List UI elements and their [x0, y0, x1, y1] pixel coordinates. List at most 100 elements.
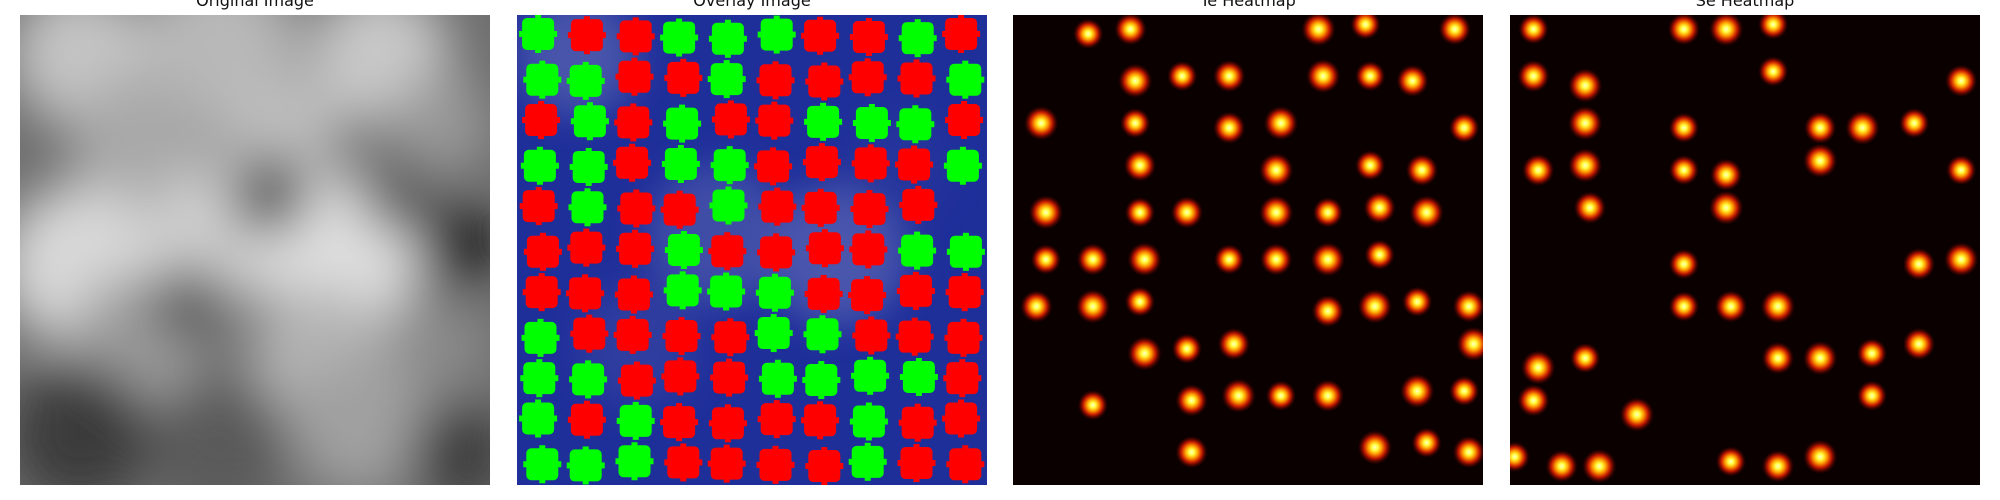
red-atom-marker — [615, 57, 654, 96]
green-atom-marker — [663, 104, 702, 143]
te-spot — [1175, 436, 1208, 469]
se-spot — [1709, 190, 1744, 225]
se-spot — [1845, 110, 1880, 145]
te-spot — [1357, 289, 1392, 324]
red-atom-marker — [851, 144, 890, 183]
green-atom-marker — [898, 19, 937, 58]
te-spot — [1076, 243, 1109, 276]
se-spot — [1709, 15, 1744, 47]
se-spot — [1803, 341, 1838, 376]
red-atom-marker — [567, 400, 606, 439]
green-atom-marker — [758, 359, 797, 398]
se-spot — [1568, 106, 1603, 141]
red-atom-marker — [805, 447, 844, 485]
red-atom-marker — [895, 145, 934, 184]
green-atom-marker — [615, 442, 654, 481]
te-spot — [1350, 15, 1381, 40]
te-spot — [1402, 286, 1433, 317]
se-spot — [1668, 249, 1699, 280]
te-spot — [1214, 244, 1245, 275]
te-spot — [1411, 427, 1442, 458]
gray-blob — [20, 365, 150, 485]
green-atom-marker — [664, 231, 703, 269]
red-atom-marker — [613, 315, 652, 354]
se-spot — [1803, 143, 1838, 178]
gray-blob — [360, 155, 440, 235]
red-atom-marker — [897, 59, 936, 98]
te-spot — [1221, 378, 1256, 413]
gray-blob — [230, 155, 310, 235]
se-spot — [1902, 328, 1935, 360]
green-atom-marker — [943, 146, 982, 185]
green-atom-marker — [523, 60, 562, 99]
red-atom-marker — [757, 400, 796, 439]
gray-blob — [70, 75, 210, 215]
te-spot — [1449, 376, 1480, 406]
te-spot — [1438, 15, 1471, 46]
te-spot — [1075, 289, 1110, 324]
red-atom-marker — [756, 445, 795, 484]
red-atom-marker — [804, 274, 843, 313]
green-atom-marker — [899, 357, 938, 396]
red-atom-marker — [754, 147, 793, 186]
red-atom-marker — [522, 101, 561, 140]
te-spot — [1167, 61, 1198, 92]
te-spot — [1312, 197, 1343, 228]
red-atom-marker — [802, 143, 841, 182]
green-atom-marker — [519, 15, 558, 53]
te-spot — [1124, 197, 1155, 228]
green-atom-marker — [898, 231, 937, 270]
original-image-panel: Original Image — [20, 0, 490, 485]
te-spot — [1120, 108, 1151, 139]
se-spot — [1517, 60, 1550, 93]
se-spots — [1510, 15, 1979, 484]
se-spot — [1667, 15, 1700, 46]
green-atom-marker — [616, 401, 655, 440]
te-spot — [1405, 154, 1438, 187]
green-atom-marker — [754, 314, 793, 353]
te-spot — [1175, 384, 1208, 417]
green-atom-marker — [569, 360, 608, 399]
se-spot — [1710, 158, 1743, 191]
se-spot — [1714, 290, 1747, 323]
red-atom-marker — [708, 404, 747, 443]
red-atom-marker — [896, 271, 935, 310]
te-spot — [1213, 111, 1246, 144]
red-atom-marker — [805, 229, 844, 268]
te-spot — [1364, 239, 1395, 270]
overlay-image-title: Overlay Image — [693, 0, 811, 10]
te-spot — [1127, 336, 1162, 371]
te-spot — [1311, 379, 1344, 412]
se-spot — [1517, 384, 1550, 417]
overlay-image-panel: Overlay Image — [517, 0, 987, 485]
green-atom-marker — [804, 102, 843, 141]
se-spot — [1573, 191, 1606, 224]
original-image — [20, 15, 490, 485]
green-atom-marker — [707, 272, 746, 311]
te-spot — [1355, 150, 1386, 181]
se-spot — [1945, 64, 1978, 97]
te-heatmap — [1013, 15, 1483, 485]
te-spot — [1409, 195, 1444, 230]
te-spot — [1452, 290, 1483, 323]
se-spot — [1521, 350, 1556, 385]
green-atom-marker — [709, 186, 748, 225]
se-spot — [1761, 450, 1794, 483]
green-atom-marker — [661, 144, 700, 183]
red-atom-marker — [711, 100, 750, 139]
green-atom-marker — [803, 315, 842, 354]
red-atom-marker — [617, 361, 656, 400]
original-image-title: Original Image — [196, 0, 314, 10]
green-atom-marker — [520, 359, 559, 398]
red-atom-marker — [711, 318, 750, 357]
se-spot — [1803, 439, 1838, 474]
green-atom-marker — [710, 146, 749, 185]
te-spot — [1114, 15, 1147, 46]
se-spot — [1899, 108, 1930, 139]
red-atom-marker — [942, 399, 981, 438]
te-spot — [1259, 195, 1294, 230]
te-spot — [1452, 436, 1483, 469]
overlay-image — [517, 15, 987, 485]
gray-blob — [290, 355, 430, 485]
red-atom-marker — [660, 190, 699, 229]
